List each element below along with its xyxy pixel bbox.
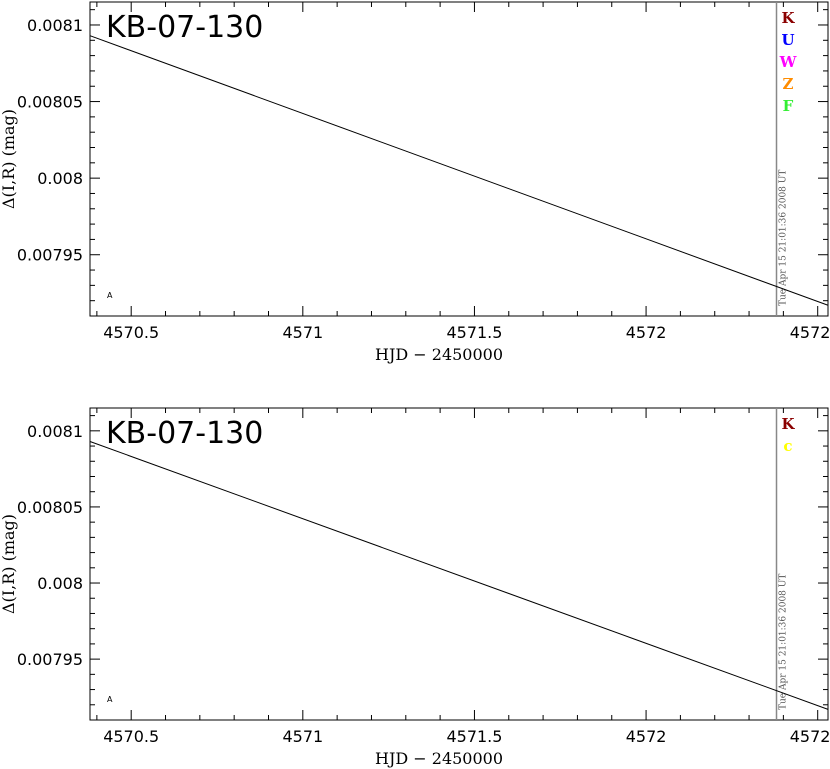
- point-marker-label: A: [107, 695, 113, 704]
- legend-entry: K: [781, 9, 795, 27]
- x-axis-title: HJD − 2450000: [375, 345, 503, 364]
- y-tick-label: 0.0081: [27, 422, 83, 441]
- plot-frame: [89, 407, 829, 721]
- series-line: [89, 35, 829, 306]
- series-line: [89, 441, 829, 710]
- chart-title: KB-07-130: [106, 10, 263, 45]
- legend-entry: K: [781, 415, 795, 433]
- timestamp-label: Tue Apr 15 21:01:36 2008 UT: [779, 170, 789, 306]
- chart-panel-2: 4570.5 4571 4571.5 4572 4572.5 0.00795 0.008 0.…: [0, 407, 830, 768]
- y-tick-label: 0.00795: [17, 246, 83, 265]
- x-tick-label: 4571.5: [446, 323, 502, 342]
- x-tick-label: 4571.5: [446, 727, 502, 746]
- y-axis-title: Δ(I,R) (mag): [0, 109, 18, 209]
- legend-entry: F: [783, 97, 794, 115]
- plot-frame: [89, 1, 829, 317]
- x-tick-label: 4572: [626, 727, 667, 746]
- y-tick-label: 0.008: [37, 574, 83, 593]
- y-tick-label: 0.00795: [17, 650, 83, 669]
- y-tick-label: 0.00805: [17, 498, 83, 517]
- x-tick-label: 4571: [282, 323, 323, 342]
- timestamp-label: Tue Apr 15 21:01:36 2008 UT: [779, 574, 789, 710]
- legend-entry: Z: [783, 75, 794, 93]
- x-axis-title: HJD − 2450000: [375, 749, 503, 768]
- x-tick-label: 4571: [282, 727, 323, 746]
- x-tick-label: 4570.5: [103, 323, 159, 342]
- y-axis-title: Δ(I,R) (mag): [0, 514, 18, 614]
- x-tick-label: 4572.5: [790, 323, 830, 342]
- legend-entry: W: [779, 53, 798, 71]
- point-marker-label: A: [107, 291, 113, 300]
- x-tick-label: 4570.5: [103, 727, 159, 746]
- y-tick-label: 0.008: [37, 169, 83, 188]
- y-tick-label: 0.00805: [17, 93, 83, 112]
- chart-title: KB-07-130: [106, 416, 263, 451]
- y-tick-label: 0.0081: [27, 16, 83, 35]
- legend-entry: c: [783, 437, 792, 455]
- x-tick-label: 4572.5: [790, 727, 830, 746]
- x-tick-label: 4572: [626, 323, 667, 342]
- legend-entry: U: [781, 31, 794, 49]
- chart-panel-1: 4570.5 4571 4571.5 4572 4572.5 0.00795 0.008 0.…: [0, 1, 830, 364]
